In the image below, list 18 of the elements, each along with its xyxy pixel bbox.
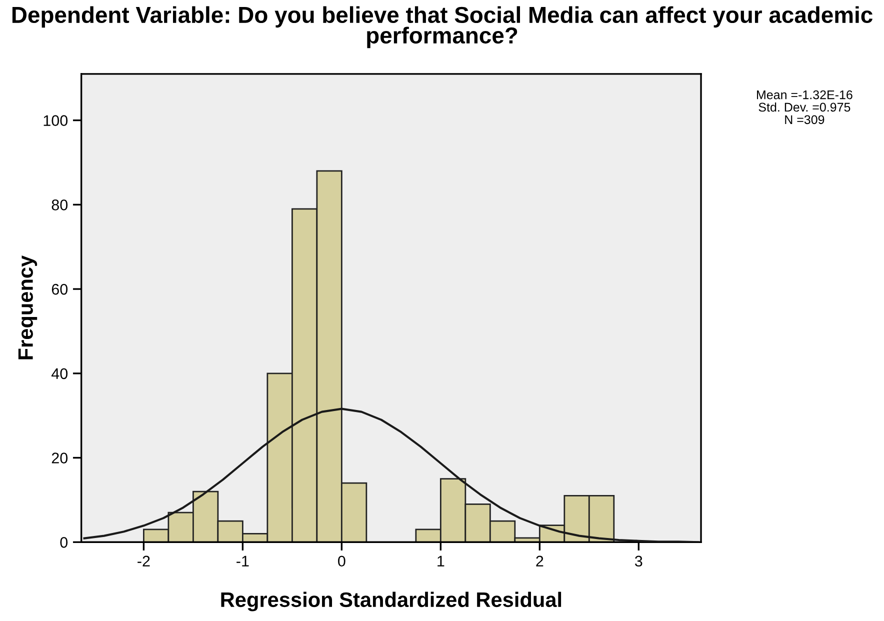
y-tick-label: 0 [60,537,68,548]
y-axis-title: Frequency [18,255,38,360]
y-tick-label: 80 [52,200,68,210]
chart-title: Dependent Variable: Do you believe that Social Media can affect your academic performance? [12,6,872,48]
text: Mean =-1.32E-16 [757,90,852,100]
x-tick-label: 3 [634,556,642,567]
x-tick-label: 2 [536,556,544,566]
x-tick-label: -1 [236,556,249,566]
x-tick-label: 0 [338,556,346,567]
y-tick-label: 60 [52,284,68,295]
y-tick-label: 40 [51,368,68,380]
text: N =309 [785,115,824,124]
text: Std. Dev. =0.975 [758,102,850,112]
y-tick-label: 100 [44,115,68,126]
y-tick-label: 20 [52,452,68,464]
x-axis-title: Regression Standardized Residual [221,592,562,612]
x-tick-label: -2 [138,556,150,566]
x-tick-label: 1 [438,556,444,566]
